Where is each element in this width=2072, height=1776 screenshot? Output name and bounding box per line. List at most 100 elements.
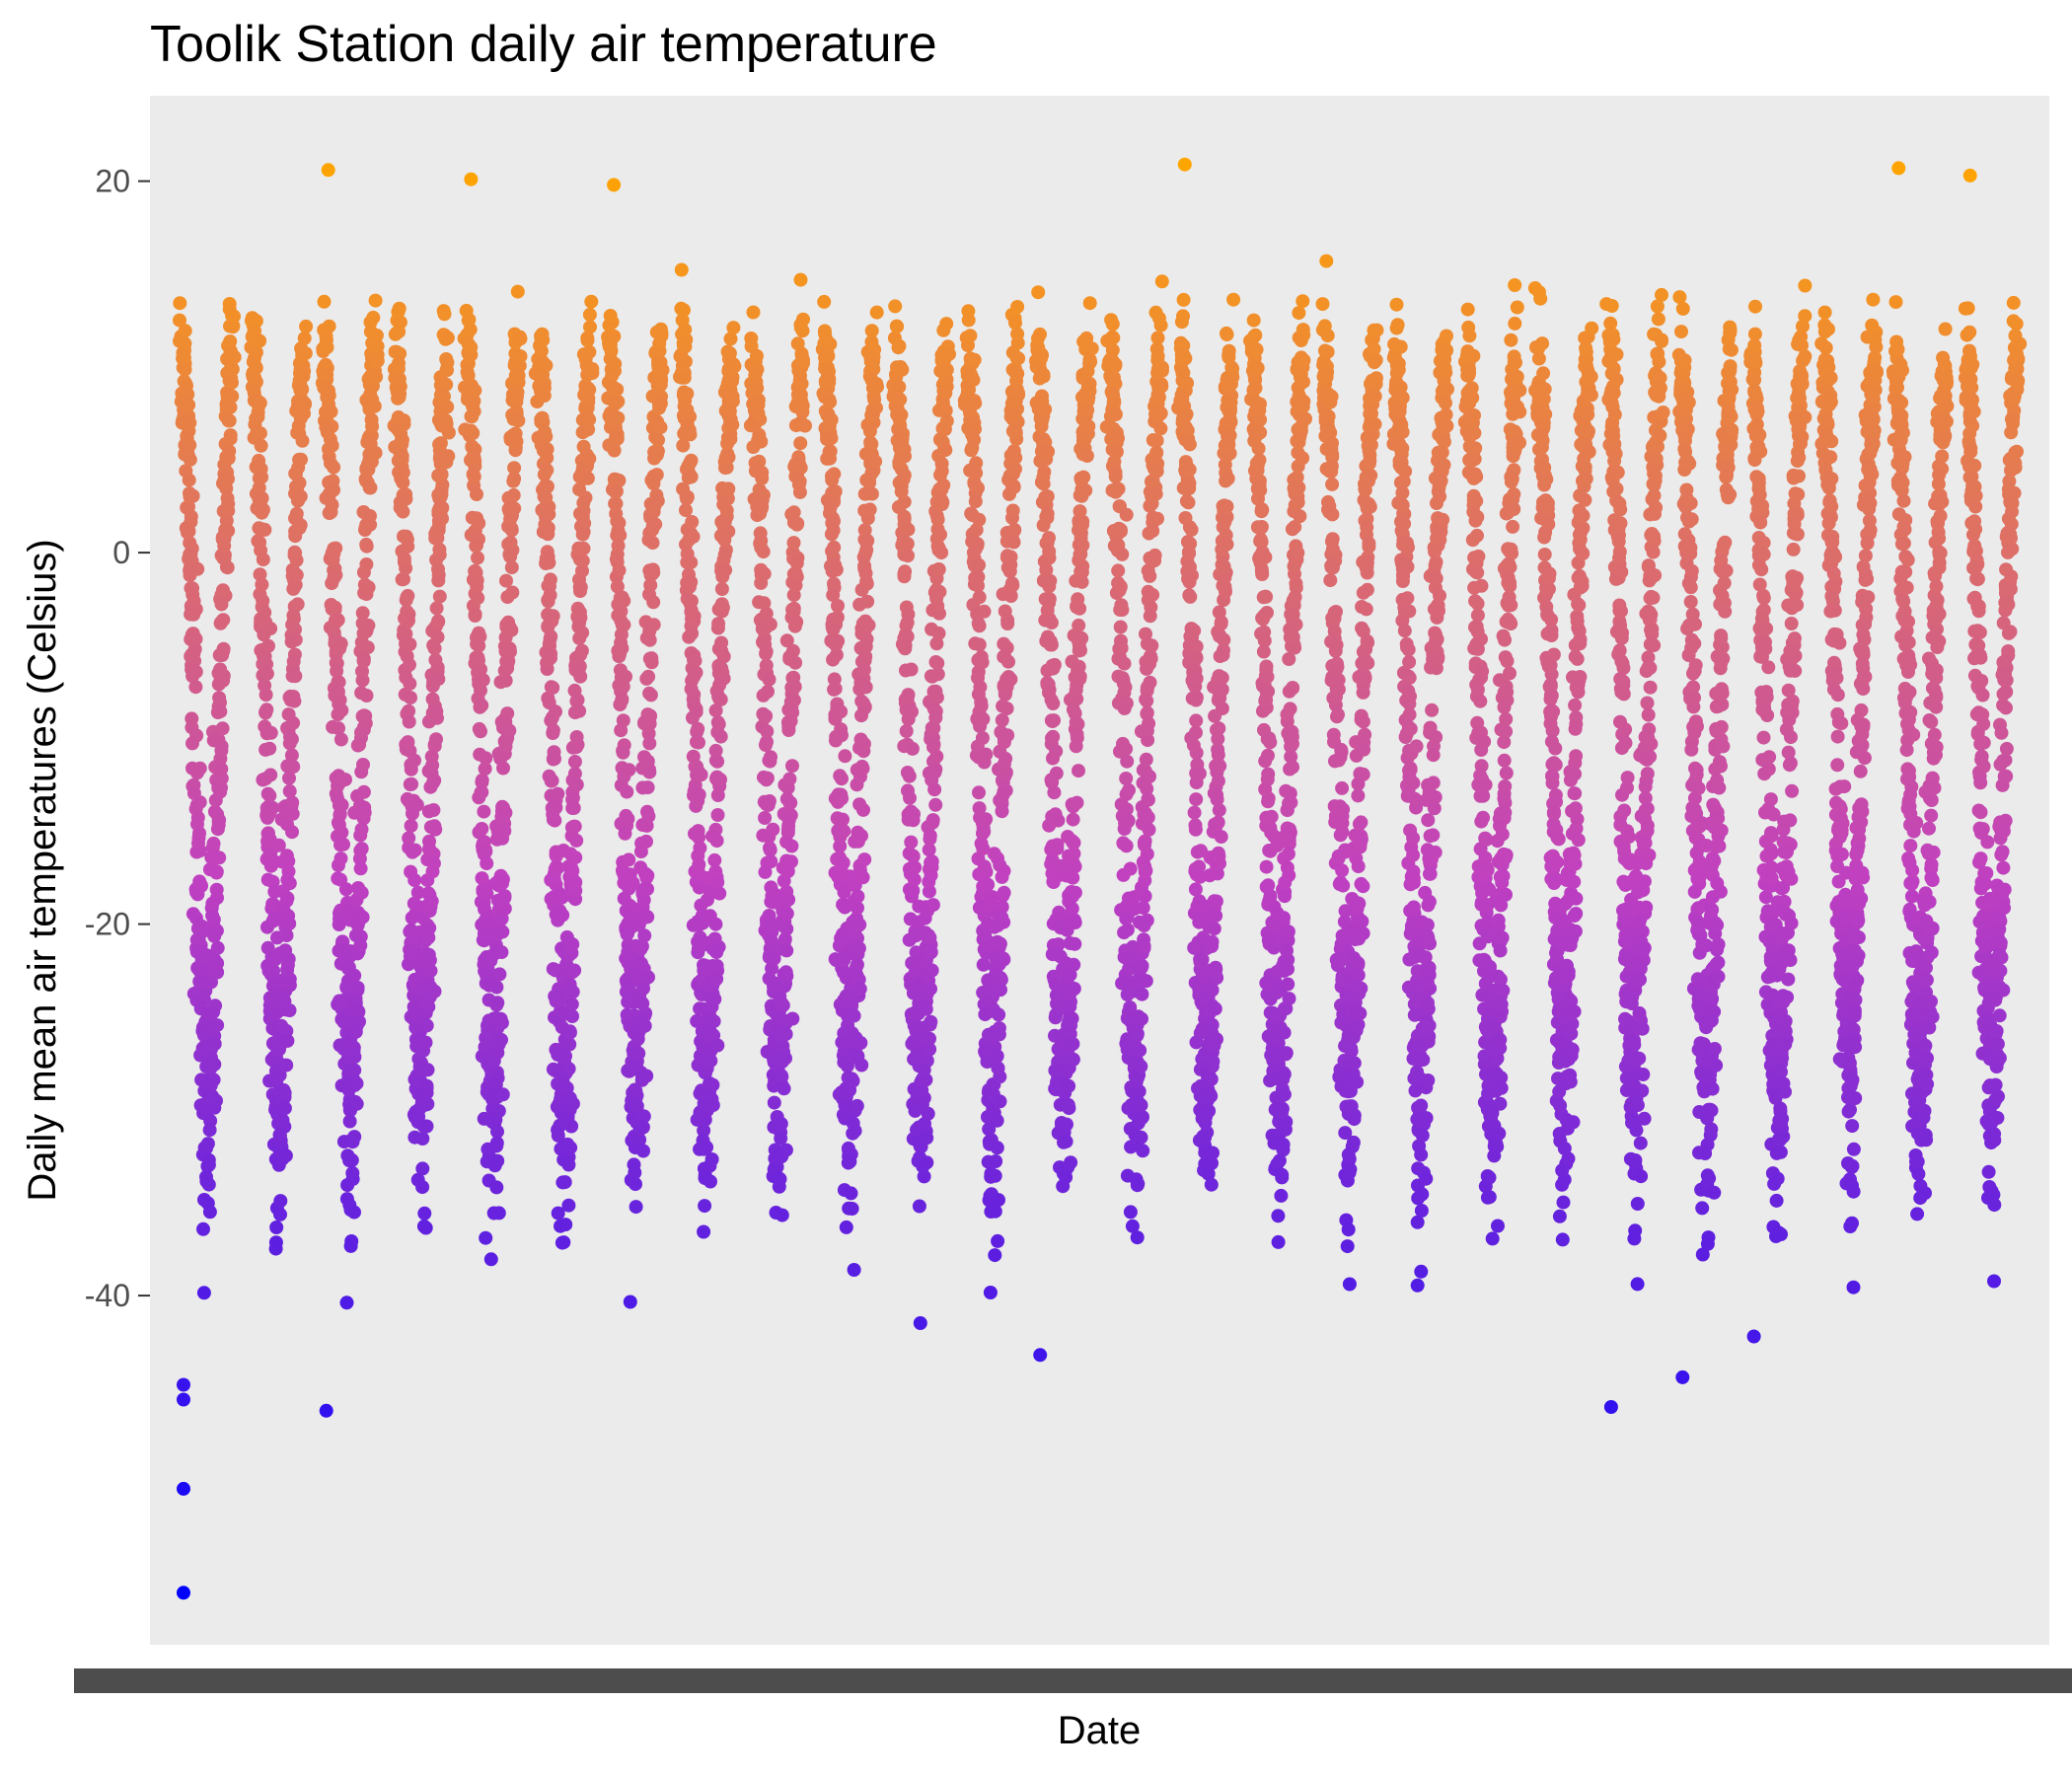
data-point [785, 705, 800, 720]
data-point [846, 1116, 860, 1131]
data-point [266, 912, 281, 925]
data-point [185, 736, 199, 751]
data-point [759, 708, 774, 723]
data-point [939, 362, 954, 377]
data-point [966, 546, 981, 559]
data-point [838, 749, 852, 764]
data-point [566, 875, 581, 890]
data-point [612, 474, 627, 487]
data-point [365, 419, 380, 434]
data-point [704, 1152, 719, 1166]
data-point [714, 597, 729, 612]
data-point [215, 721, 230, 736]
data-point [1036, 367, 1051, 382]
data-point [827, 682, 842, 697]
data-point [219, 450, 234, 465]
data-point [784, 854, 798, 869]
data-point [196, 1286, 211, 1300]
data-point [352, 1014, 366, 1029]
data-point [490, 996, 505, 1010]
data-point [494, 945, 509, 960]
data-point [678, 323, 693, 337]
data-point [851, 834, 865, 849]
data-point [711, 617, 726, 631]
data-point [1082, 296, 1097, 311]
data-point [640, 910, 655, 925]
data-point [621, 812, 635, 826]
data-point [1109, 445, 1124, 459]
data-point [582, 451, 597, 466]
data-point [467, 450, 481, 465]
data-point [295, 367, 310, 382]
data-point [333, 636, 348, 651]
data-point [864, 407, 879, 422]
data-point [1073, 564, 1088, 579]
data-point [286, 608, 301, 623]
data-point [1135, 987, 1149, 1001]
data-point [1133, 1043, 1147, 1058]
data-point [178, 336, 192, 351]
data-point [778, 1027, 793, 1042]
data-point [505, 428, 520, 443]
data-point [183, 452, 197, 467]
data-point [182, 398, 196, 412]
data-point [966, 373, 981, 388]
data-point [273, 1207, 287, 1221]
data-point [643, 688, 658, 703]
data-point [922, 928, 936, 943]
data-point [338, 773, 352, 787]
data-point [992, 1007, 1006, 1022]
data-point [1130, 1230, 1145, 1245]
data-point [395, 432, 409, 447]
data-point [793, 436, 808, 451]
data-point [210, 940, 225, 955]
data-point [761, 685, 775, 699]
data-point [416, 1119, 431, 1134]
data-point [1039, 562, 1054, 577]
data-point [262, 741, 277, 756]
data-point [295, 382, 310, 397]
data-point [502, 723, 517, 738]
data-point [1006, 535, 1021, 550]
data-point [908, 860, 923, 875]
data-point [227, 349, 242, 364]
data-point [415, 1161, 430, 1176]
data-point [496, 761, 510, 776]
data-point [495, 876, 509, 891]
data-point [712, 678, 727, 693]
data-point [551, 1206, 565, 1221]
data-point [761, 797, 776, 812]
data-point [251, 459, 265, 474]
data-point [611, 410, 626, 425]
data-point [781, 819, 796, 834]
data-point [705, 1098, 720, 1113]
data-point [763, 617, 777, 631]
data-point [1104, 372, 1119, 387]
data-point [578, 423, 593, 438]
data-point [403, 657, 416, 672]
data-point [718, 451, 733, 465]
data-point [726, 357, 741, 372]
data-point [249, 345, 263, 360]
data-point [637, 928, 652, 943]
data-point [1073, 601, 1087, 616]
data-point [919, 1001, 933, 1016]
data-point [186, 646, 201, 661]
data-point [400, 590, 414, 605]
data-point [850, 968, 864, 983]
data-point [464, 423, 479, 438]
data-point [726, 321, 741, 335]
data-point [622, 763, 636, 777]
data-point [431, 573, 446, 588]
data-point [477, 804, 491, 819]
data-point [410, 885, 425, 900]
data-point [472, 638, 486, 653]
data-point [355, 910, 370, 925]
data-point [1067, 982, 1081, 996]
data-point [510, 284, 525, 299]
data-point [264, 800, 279, 815]
data-point [894, 484, 909, 499]
data-point [1010, 366, 1025, 381]
data-point [576, 541, 591, 555]
data-point [710, 715, 725, 730]
